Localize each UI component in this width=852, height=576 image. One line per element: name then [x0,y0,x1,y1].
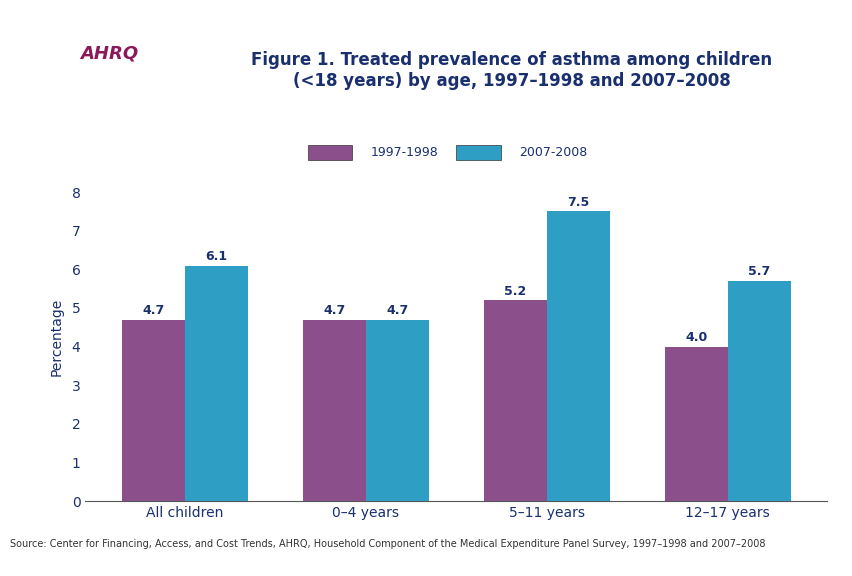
Text: 4.7: 4.7 [323,304,345,317]
Bar [546,211,609,501]
FancyBboxPatch shape [308,146,352,160]
Bar [664,347,727,501]
Text: 1997-1998: 1997-1998 [371,146,438,159]
FancyBboxPatch shape [10,26,64,124]
Y-axis label: Percentage: Percentage [49,298,63,376]
Text: 5.2: 5.2 [504,285,526,298]
Text: Advancing
Excellence in
Health Care: Advancing Excellence in Health Care [85,79,132,100]
Text: 5.7: 5.7 [747,266,769,278]
FancyBboxPatch shape [456,146,500,160]
Text: Figure 1. Treated prevalence of asthma among children
(<18 years) by age, 1997–1: Figure 1. Treated prevalence of asthma a… [251,51,771,90]
Text: 4.7: 4.7 [386,304,408,317]
Text: 4.0: 4.0 [684,331,706,344]
Bar [483,300,546,501]
Bar [366,320,429,501]
Text: AHRQ: AHRQ [79,44,138,62]
Bar [302,320,366,501]
Bar [121,320,185,501]
Text: 6.1: 6.1 [205,250,227,263]
Text: 2007-2008: 2007-2008 [519,146,587,159]
Text: 7.5: 7.5 [567,196,589,209]
Text: 4.7: 4.7 [142,304,164,317]
Bar [727,281,791,501]
Bar [185,266,248,501]
Text: Source: Center for Financing, Access, and Cost Trends, AHRQ, Household Component: Source: Center for Financing, Access, an… [10,539,765,549]
